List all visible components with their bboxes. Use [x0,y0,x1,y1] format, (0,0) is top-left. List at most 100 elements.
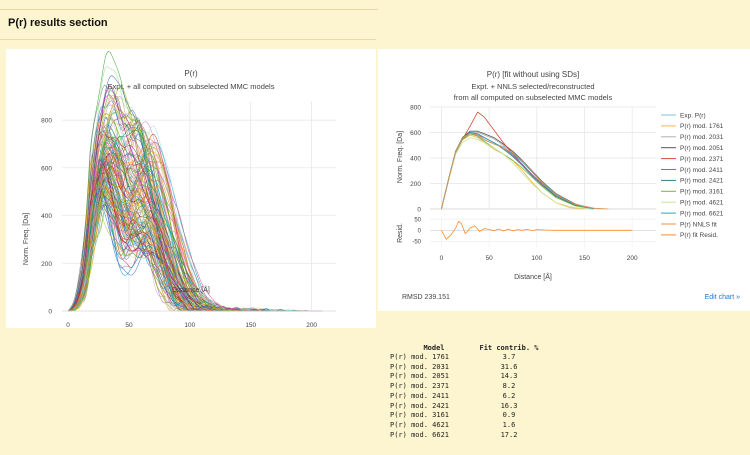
x-tick-label: 150 [579,255,590,262]
legend-label: P(r) mod. 3161 [680,189,724,196]
fit-contrib-cell: 6.2 [502,391,516,400]
fit-contrib-cell: 31.6 [500,362,518,371]
residual-grid [430,217,656,247]
model-cell: P(r) mod. 6621 [390,430,450,439]
fit-contrib-cell: 14.3 [500,372,518,381]
x-axis-label: Distance [Å] [172,285,210,294]
model-curve [67,95,315,312]
top-divider [0,9,378,10]
y-tick-label: 800 [410,105,421,112]
pr-nnls-fit-chart-panel: P(r) [fit without using SDs] Expt. + NNL… [378,49,750,311]
chart-title: P(r) [184,69,198,78]
chart-title: P(r) [fit without using SDs] [487,70,579,79]
model-cell: P(r) mod. 2371 [390,382,450,391]
series-line [441,132,595,210]
series-line [441,132,595,210]
y-tick-label: 800 [41,118,52,125]
series-line [441,133,595,210]
table-row: P(r) mod. 1761 3.7 [390,353,540,363]
y-tick-label: 600 [41,165,52,172]
fit-contrib-cell: 1.6 [502,420,516,429]
pr-all-models-chart: P(r) Expt. + all computed on subselected… [23,50,336,328]
y-tick-label: 200 [41,261,52,268]
legend-label: Exp. P(r) [680,112,706,119]
column-header-model: Model [423,344,445,352]
x-tick-label: 200 [306,322,317,328]
x-tick-label: 50 [486,255,494,262]
residual-tick-label: 50 [414,217,421,223]
legend-label: P(r) mod. 1761 [680,123,724,130]
x-tick-label: 100 [184,322,195,328]
legend-label: P(r) mod. 2411 [680,167,723,174]
residual-curve [441,220,633,240]
legend-label: P(r) mod. 2051 [680,145,724,152]
residual-line [441,220,633,240]
y-axis-label: Norm. Freq. [Da] [397,131,404,183]
y-tick-label: 400 [410,156,421,163]
table-row: P(r) mod. 2371 8.2 [390,382,540,392]
pr-nnls-fit-chart: P(r) [fit without using SDs] Expt. + NNL… [397,70,724,281]
table-header-row: Model Fit contrib. % [390,344,540,353]
table-row: P(r) mod. 4621 1.6 [390,421,540,431]
legend-label: P(r) mod. 6621 [680,210,724,217]
model-curve [67,75,244,312]
fit-contrib-cell: 8.2 [502,382,516,391]
y-axis-label: Norm. Freq. [Da] [23,213,30,265]
model-cell: P(r) mod. 1761 [390,353,450,361]
x-tick-label: 100 [531,255,542,262]
legend-label: P(r) mod. 4621 [680,200,724,207]
rmsd-label: RMSD 239.151 [402,294,450,301]
x-tick-label: 150 [245,322,256,328]
fit-contrib-cell: 0.9 [502,411,516,420]
legend: Exp. P(r) P(r) mod. 1761 P(r) mod. 2031 P(r… [661,112,724,239]
y-tick-label: 600 [410,130,421,137]
legend-label: P(r) mod. 2421 [680,178,724,185]
axes: 0 200 400 600 800 0 50 100 150 200 [41,118,336,328]
model-cell: P(r) mod. 2421 [390,401,450,410]
x-tick-label: 200 [627,255,638,262]
series-line [441,132,595,210]
table-row: P(r) mod. 2411 6.2 [390,392,540,402]
fit-curves [441,111,609,210]
column-header-fit-contrib: Fit contrib. % [479,344,539,352]
table-row: P(r) mod. 6621 17.2 [390,431,540,441]
y-tick-label: 400 [41,213,52,220]
model-cell: P(r) mod. 4621 [390,420,450,429]
model-curve [68,168,240,312]
legend-label: P(r) mod. 2371 [680,156,724,163]
model-cell: P(r) mod. 2031 [390,362,450,371]
legend-label: P(r) NNLS fit [680,221,717,228]
chart-subtitle: Expt. + all computed on subselected MMC … [108,82,275,91]
residual-axis-label: Resid. [397,223,404,243]
fit-contribution-table: Model Fit contrib. % P(r) mod. 1761 3.7 P(… [390,344,540,440]
y-tick-label: 200 [410,181,421,188]
legend-label: P(r) fit Resid. [680,232,718,239]
x-axis-label: Distance [Å] [514,272,552,281]
model-cell: P(r) mod. 2411 [390,391,450,400]
chart-subtitle-1: Expt. + NNLS selected/reconstructed [471,82,594,91]
pr-all-models-chart-panel: P(r) Expt. + all computed on subselected… [6,49,376,328]
table-row: P(r) mod. 2051 14.3 [390,372,540,382]
model-cell: P(r) mod. 3161 [390,411,450,420]
model-cell: P(r) mod. 2051 [390,372,450,381]
section-title: P(r) results section [8,17,108,29]
edit-chart-link[interactable]: Edit chart » [704,294,740,301]
table-row: P(r) mod. 3161 0.9 [390,411,540,421]
legend-label: P(r) mod. 2031 [680,134,724,141]
series-line [441,130,595,210]
series-line [441,137,595,210]
fit-contrib-cell: 3.7 [502,353,516,361]
chart-subtitle-2: from all computed on subselected MMC mod… [454,93,613,102]
fit-contrib-cell: 16.3 [500,401,518,410]
model-curve [67,121,318,312]
x-tick-label: 0 [66,322,70,328]
axes: 0 200 400 600 800 -50 0 50 0 50 100 150 200 [410,105,638,263]
y-tick-label: 0 [48,309,52,316]
model-curve [67,199,258,312]
table-row: P(r) mod. 2421 16.3 [390,402,540,412]
series-line [441,111,595,210]
residual-tick-label: 0 [418,229,422,235]
table-row: P(r) mod. 2031 31.6 [390,363,540,373]
y-tick-label: 0 [417,207,421,214]
x-tick-label: 0 [440,255,444,262]
